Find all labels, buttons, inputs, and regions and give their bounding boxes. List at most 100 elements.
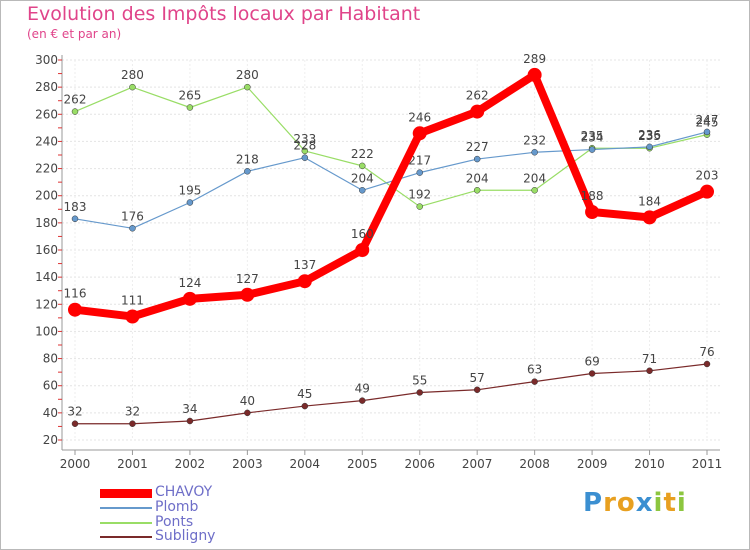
data-label-subligny: 49 xyxy=(355,382,370,396)
data-label-subligny: 63 xyxy=(527,363,542,377)
y-tick-label: 100 xyxy=(35,324,58,338)
data-point-plomb xyxy=(588,146,596,153)
data-point-chavoy xyxy=(68,302,82,317)
data-point-subligny xyxy=(244,409,251,417)
data-point-chavoy xyxy=(355,243,370,257)
data-point-subligny xyxy=(71,420,79,427)
logo-letter: r xyxy=(603,488,617,518)
data-point-chavoy xyxy=(297,274,312,289)
logo-letter: t xyxy=(663,488,677,518)
data-point-chavoy xyxy=(412,126,427,141)
data-label-plomb: 218 xyxy=(236,152,259,166)
data-point-chavoy xyxy=(470,104,485,119)
data-label-chavoy: 127 xyxy=(236,272,259,286)
y-tick-label: 240 xyxy=(35,134,58,148)
data-point-subligny xyxy=(186,417,194,425)
data-point-subligny xyxy=(588,370,596,377)
data-label-plomb: 227 xyxy=(466,140,489,154)
data-point-chavoy xyxy=(527,67,542,82)
data-point-chavoy xyxy=(642,210,657,225)
y-tick-label: 180 xyxy=(35,216,58,230)
data-label-plomb: 204 xyxy=(351,171,374,185)
data-point-chavoy xyxy=(182,291,197,306)
legend-swatch xyxy=(100,507,152,509)
data-label-plomb: 195 xyxy=(178,184,201,198)
data-label-chavoy: 262 xyxy=(466,89,489,103)
data-label-chavoy: 111 xyxy=(121,294,144,308)
data-point-plomb xyxy=(531,149,538,156)
data-point-plomb xyxy=(301,154,309,161)
legend-swatch xyxy=(100,536,152,538)
x-tick-label: 2010 xyxy=(634,457,665,471)
data-point-subligny xyxy=(416,389,423,396)
y-tick-label: 140 xyxy=(35,270,58,284)
data-point-plomb xyxy=(186,199,194,206)
data-label-ponts: 233 xyxy=(293,132,316,146)
data-label-ponts: 192 xyxy=(408,188,431,202)
data-point-subligny xyxy=(359,397,366,404)
data-label-ponts: 280 xyxy=(236,68,259,82)
data-label-subligny: 76 xyxy=(699,345,714,359)
series-line-chavoy xyxy=(71,70,711,321)
legend-label: CHAVOY xyxy=(155,484,213,500)
y-tick-label: 40 xyxy=(43,406,58,420)
series-line-plomb xyxy=(74,131,708,229)
x-tick-label: 2002 xyxy=(175,457,206,471)
data-point-subligny xyxy=(531,378,538,385)
x-tick-label: 2007 xyxy=(462,457,493,471)
data-label-chavoy: 188 xyxy=(581,189,604,203)
data-label-subligny: 71 xyxy=(642,352,657,366)
data-label-ponts: 235 xyxy=(581,129,604,143)
data-point-ponts xyxy=(359,162,366,170)
logo-letter: o xyxy=(616,488,636,518)
data-point-subligny xyxy=(129,420,136,427)
data-label-plomb: 232 xyxy=(523,133,546,147)
data-label-subligny: 34 xyxy=(182,402,197,416)
data-label-subligny: 57 xyxy=(470,371,485,385)
data-label-ponts: 262 xyxy=(64,93,87,107)
y-tick-label: 160 xyxy=(35,243,58,257)
data-label-plomb: 247 xyxy=(696,113,719,127)
data-label-chavoy: 203 xyxy=(696,169,719,183)
data-label-chavoy: 184 xyxy=(638,194,661,208)
data-point-plomb xyxy=(703,128,711,136)
data-label-chavoy: 246 xyxy=(408,110,431,124)
logo-letter: x xyxy=(635,488,654,518)
x-tick-label: 2011 xyxy=(692,457,723,471)
logo-letter: i xyxy=(676,488,687,518)
legend-label: Plomb xyxy=(155,499,199,515)
data-point-subligny xyxy=(703,360,711,368)
legend-label: Subligny xyxy=(155,528,216,544)
data-label-chavoy: 289 xyxy=(523,52,546,66)
data-label-subligny: 32 xyxy=(67,405,82,419)
data-point-chavoy xyxy=(240,287,255,302)
y-tick-label: 260 xyxy=(35,107,58,121)
data-label-ponts: 204 xyxy=(466,171,489,185)
logo-letter: i xyxy=(653,488,664,518)
y-tick-label: 220 xyxy=(35,162,58,176)
data-label-plomb: 228 xyxy=(293,139,316,153)
data-point-ponts xyxy=(129,83,136,91)
data-point-chavoy xyxy=(125,309,140,324)
y-tick-label: 20 xyxy=(43,433,58,447)
data-point-subligny xyxy=(473,386,481,394)
x-tick-label: 2005 xyxy=(347,457,378,471)
data-point-ponts xyxy=(416,203,423,210)
data-point-ponts xyxy=(301,147,309,155)
x-tick-label: 2003 xyxy=(232,457,263,471)
data-label-plomb: 236 xyxy=(638,128,661,142)
chart-subtitle: (en € et par an) xyxy=(27,27,122,41)
legend-swatch xyxy=(100,488,152,498)
data-label-subligny: 32 xyxy=(125,405,140,419)
data-label-ponts: 265 xyxy=(178,89,201,103)
data-point-plomb xyxy=(359,187,366,194)
series-line-subligny xyxy=(74,363,708,425)
y-tick-label: 120 xyxy=(35,297,58,311)
y-tick-label: 200 xyxy=(35,189,58,203)
data-point-chavoy xyxy=(585,205,600,219)
data-point-plomb xyxy=(646,143,653,151)
data-label-ponts: 235 xyxy=(638,129,661,143)
data-point-ponts xyxy=(244,83,251,91)
data-point-ponts xyxy=(71,108,79,115)
